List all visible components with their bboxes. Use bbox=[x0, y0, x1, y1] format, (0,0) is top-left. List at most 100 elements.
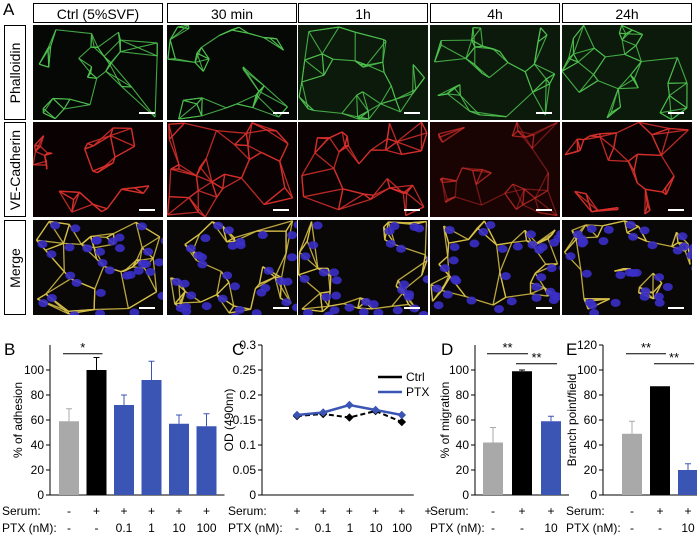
micrograph-red-3 bbox=[430, 122, 560, 217]
chart-C-serum-value: + bbox=[346, 504, 353, 518]
chart-B-significance-label: * bbox=[80, 340, 85, 355]
chart-C-ytick-label: 0 bbox=[249, 488, 256, 502]
chart-B-bar bbox=[141, 380, 162, 495]
chart-B-bar bbox=[114, 405, 134, 495]
chart-E-bar bbox=[650, 386, 670, 495]
chart-C-ptx-value: 10 bbox=[369, 521, 383, 535]
chart-E-ptx-label: PTX (nM): bbox=[566, 521, 621, 535]
chart-D-bar bbox=[512, 371, 532, 495]
chart-D-bar bbox=[483, 442, 503, 495]
chart-B-ytick-label: 60 bbox=[31, 413, 45, 427]
chart-E-ytick-label: 0 bbox=[590, 488, 597, 502]
scale-bar bbox=[536, 307, 552, 309]
chart-B-serum-value: + bbox=[93, 504, 100, 518]
chart-C-ptx-value: - bbox=[295, 521, 299, 535]
chart-B-ptx-value: 10 bbox=[172, 521, 186, 535]
column-header-0: Ctrl (5%SVF) bbox=[33, 3, 163, 23]
column-header-4: 24h bbox=[562, 3, 692, 23]
chart-C-legend-label: PTX bbox=[406, 385, 429, 399]
chart-D-ylabel: % of migration bbox=[438, 382, 452, 459]
chart-D-serum-value: + bbox=[518, 504, 525, 518]
chart-E-ytick-label: 40 bbox=[584, 438, 598, 452]
row-label-1: VE-Cadherin bbox=[4, 122, 26, 217]
chart-D-ytick-label: 40 bbox=[456, 438, 470, 452]
chart-E-ytick-label: 100 bbox=[577, 363, 597, 377]
chart-C-point-1 bbox=[397, 410, 407, 420]
micrograph-merge-2 bbox=[298, 220, 428, 315]
chart-C-legend-label: Ctrl bbox=[406, 370, 425, 384]
scale-bar bbox=[404, 209, 420, 211]
chart-C-ytick-label: 0.1 bbox=[239, 438, 256, 452]
chart-D-ytick-label: 100 bbox=[449, 363, 469, 377]
chart-B-ytick-label: 20 bbox=[31, 463, 45, 477]
chart-B-serum-value: + bbox=[203, 504, 210, 518]
chart-B-ytick-label: 100 bbox=[24, 363, 44, 377]
chart-B-serum-value: + bbox=[175, 504, 182, 518]
scale-bar bbox=[404, 112, 420, 114]
column-header-2: 1h bbox=[298, 3, 428, 23]
chart-C-serum-label: Serum: bbox=[228, 504, 267, 518]
micrograph-green-2 bbox=[298, 25, 428, 120]
chart-C-serum-value: + bbox=[293, 504, 300, 518]
scale-bar bbox=[273, 307, 289, 309]
scale-bar bbox=[668, 209, 684, 211]
column-header-1: 30 min bbox=[167, 3, 297, 23]
chart-B-serum-value: - bbox=[67, 504, 71, 518]
micrograph-merge-3 bbox=[430, 220, 560, 315]
chart-B-ylabel: % of adhesion bbox=[11, 382, 25, 458]
chart-B-ytick-label: 80 bbox=[31, 388, 45, 402]
chart-B-ptx-value: 100 bbox=[196, 521, 216, 535]
chart-B-ptx-value: 1 bbox=[148, 521, 155, 535]
scale-bar bbox=[139, 209, 155, 211]
chart-B-ptx-label: PTX (nM): bbox=[2, 521, 57, 535]
panel-c-label: C bbox=[232, 340, 245, 359]
chart-C-ylabel: OD (490nn) bbox=[222, 389, 236, 452]
chart-B-serum-value: + bbox=[120, 504, 127, 518]
panel-b-label: B bbox=[4, 340, 16, 359]
chart-C-serum-value: + bbox=[320, 504, 327, 518]
chart-D-ytick-label: 20 bbox=[456, 463, 470, 477]
chart-C-point-0 bbox=[397, 417, 407, 427]
chart-B-ptx-value: 0.1 bbox=[116, 521, 133, 535]
chart-B-ptx-value: - bbox=[95, 521, 99, 535]
micrograph-merge-4 bbox=[562, 220, 692, 315]
chart-C-point-1 bbox=[318, 408, 328, 417]
chart-E-ptx-value: - bbox=[658, 521, 662, 535]
micrograph-red-2 bbox=[298, 122, 428, 217]
chart-D-serum-value: + bbox=[547, 504, 554, 518]
chart-E-ptx-value: 10 bbox=[681, 521, 695, 535]
chart-E-ytick-label: 120 bbox=[577, 338, 597, 352]
chart-C-ptx-value: 100 bbox=[392, 521, 412, 535]
scale-bar bbox=[668, 307, 684, 309]
chart-C-point-0 bbox=[345, 413, 354, 422]
chart-B-bar bbox=[59, 421, 79, 495]
chart-E-ptx-value: - bbox=[630, 521, 634, 535]
chart-D-ptx-value: - bbox=[520, 521, 524, 535]
micrograph-red-4 bbox=[562, 122, 692, 217]
chart-B-bar bbox=[86, 370, 107, 495]
micrograph-red-1 bbox=[167, 122, 297, 217]
micrograph-merge-1 bbox=[167, 220, 297, 315]
chart-E-significance-label: ** bbox=[669, 350, 679, 365]
chart-D-ptx-label: PTX (nM): bbox=[430, 521, 485, 535]
chart-D-serum-label: Serum: bbox=[430, 504, 469, 518]
chart-B-serum-label: Serum: bbox=[2, 504, 41, 518]
chart-E-ytick-label: 80 bbox=[584, 388, 598, 402]
chart-E-serum-value: + bbox=[684, 504, 691, 518]
chart-E-serum-label: Serum: bbox=[566, 504, 605, 518]
chart-E-serum-value: + bbox=[656, 504, 663, 518]
chart-D-ytick-label: 60 bbox=[456, 413, 470, 427]
chart-B-serum-value: + bbox=[148, 504, 155, 518]
chart-D-ptx-value: 10 bbox=[544, 521, 558, 535]
chart-D-ytick-label: 0 bbox=[462, 488, 469, 502]
chart-C-ptx-label: PTX (nM): bbox=[228, 521, 283, 535]
chart-D-significance-label: ** bbox=[531, 350, 541, 365]
chart-C-ytick-label: 0.05 bbox=[233, 463, 257, 477]
row-label-0: Phalloidin bbox=[4, 25, 26, 120]
panel-d-label: D bbox=[441, 340, 454, 359]
chart-D-bar bbox=[541, 421, 561, 495]
chart-E-serum-value: - bbox=[630, 504, 634, 518]
chart-D-ytick-label: 80 bbox=[456, 388, 470, 402]
panel-e-label: E bbox=[566, 340, 578, 359]
